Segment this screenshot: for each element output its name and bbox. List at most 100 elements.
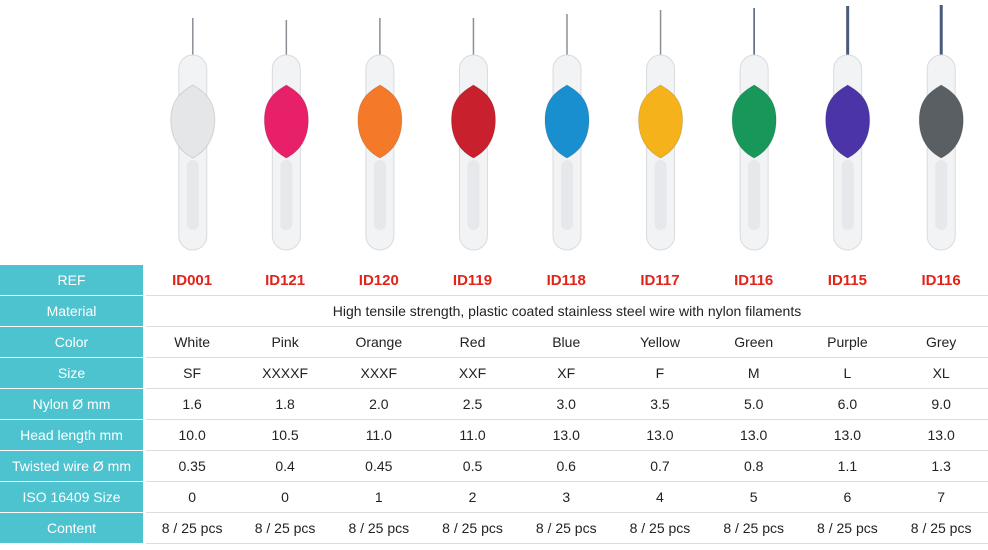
cell: 1.8 bbox=[238, 388, 332, 420]
cell: 0.45 bbox=[331, 450, 426, 482]
cell: L bbox=[800, 357, 895, 389]
cell: 8 / 25 pcs bbox=[706, 512, 801, 544]
cell: 3.5 bbox=[613, 388, 707, 420]
brush-handle-grip bbox=[280, 160, 293, 230]
row-label: Twisted wire Ø mm bbox=[0, 450, 146, 482]
cell: 8 / 25 pcs bbox=[519, 512, 614, 544]
cell: XXXF bbox=[331, 357, 426, 389]
cell: 13.0 bbox=[894, 419, 988, 451]
ref-code: ID115 bbox=[800, 265, 895, 296]
cell: 13.0 bbox=[613, 419, 707, 451]
material-text: High tensile strength, plastic coated st… bbox=[144, 295, 988, 327]
brush-handle-grip bbox=[561, 160, 573, 230]
brush-handle-grip bbox=[654, 160, 667, 230]
spec-row: ISO 16409 Size 0 0 1 2 3 4 5 6 7 bbox=[0, 481, 988, 513]
cell: 8 / 25 pcs bbox=[144, 512, 239, 544]
ref-code: ID116 bbox=[706, 265, 801, 296]
row-label: Head length mm bbox=[0, 419, 146, 451]
row-label: Size bbox=[0, 357, 146, 389]
cell: 11.0 bbox=[425, 419, 520, 451]
cell: 0.8 bbox=[706, 450, 801, 482]
row-label: Material bbox=[0, 295, 146, 327]
brush-grip bbox=[731, 84, 777, 159]
spec-row: Size SF XXXXF XXXF XXF XF F M L XL bbox=[0, 357, 988, 389]
spec-row: Color White Pink Orange Red Blue Yellow Green Pu… bbox=[0, 326, 988, 358]
spec-row: Twisted wire Ø mm 0.35 0.4 0.45 0.5 0.6 0.7 0.8… bbox=[0, 450, 988, 482]
cell: 0 bbox=[238, 481, 332, 513]
cell: Orange bbox=[331, 326, 426, 358]
brush-grip bbox=[450, 84, 496, 159]
cell: 1.3 bbox=[894, 450, 988, 482]
row-label: Nylon Ø mm bbox=[0, 388, 146, 420]
cell: 8 / 25 pcs bbox=[425, 512, 520, 544]
cell: 7 bbox=[894, 481, 988, 513]
cell: XL bbox=[894, 357, 988, 389]
cell: 8 / 25 pcs bbox=[238, 512, 332, 544]
brush-grip bbox=[825, 84, 871, 159]
cell: 3.0 bbox=[519, 388, 614, 420]
cell: 8 / 25 pcs bbox=[331, 512, 426, 544]
brush-grip bbox=[357, 84, 403, 159]
cell: 1 bbox=[331, 481, 426, 513]
ref-code: ID119 bbox=[425, 265, 520, 296]
brush-handle-grip bbox=[841, 160, 854, 230]
cell: 0.35 bbox=[144, 450, 239, 482]
ref-code: ID118 bbox=[519, 265, 614, 296]
brush-grip bbox=[918, 84, 964, 159]
cell: 4 bbox=[613, 481, 707, 513]
cell: 2.0 bbox=[331, 388, 426, 420]
cell: Grey bbox=[894, 326, 988, 358]
cell: XF bbox=[519, 357, 614, 389]
row-label: REF bbox=[0, 265, 146, 296]
cell: M bbox=[706, 357, 801, 389]
ref-code: ID121 bbox=[238, 265, 332, 296]
cell: 0.6 bbox=[519, 450, 614, 482]
cell: 1.1 bbox=[800, 450, 895, 482]
cell: 0.5 bbox=[425, 450, 520, 482]
brush-grip bbox=[544, 84, 590, 159]
cell: 11.0 bbox=[331, 419, 426, 451]
cell: 0.4 bbox=[238, 450, 332, 482]
cell: Green bbox=[706, 326, 801, 358]
cell: Yellow bbox=[613, 326, 707, 358]
brush-grip bbox=[170, 84, 216, 159]
row-label: ISO 16409 Size bbox=[0, 481, 146, 513]
cell: 8 / 25 pcs bbox=[613, 512, 707, 544]
cell: SF bbox=[144, 357, 239, 389]
cell: XXF bbox=[425, 357, 520, 389]
cell: 10.0 bbox=[144, 419, 239, 451]
brush-grip bbox=[263, 84, 309, 159]
ref-code: ID001 bbox=[144, 265, 239, 296]
ref-code: ID117 bbox=[613, 265, 707, 296]
brush-images bbox=[170, 5, 964, 251]
ref-code: ID116 bbox=[894, 265, 988, 296]
cell: 13.0 bbox=[706, 419, 801, 451]
header-row: REF ID001 ID121 ID120 ID119 ID118 ID117 ID116 ID… bbox=[0, 265, 988, 296]
row-label: Color bbox=[0, 326, 146, 358]
cell: 8 / 25 pcs bbox=[800, 512, 895, 544]
spec-row: Content 8 / 25 pcs 8 / 25 pcs 8 / 25 pcs 8 /… bbox=[0, 512, 988, 544]
cell: 6.0 bbox=[800, 388, 895, 420]
cell: 3 bbox=[519, 481, 614, 513]
cell: Purple bbox=[800, 326, 895, 358]
material-row: Material High tensile strength, plastic c… bbox=[0, 295, 988, 327]
brush-handle-grip bbox=[935, 160, 948, 230]
cell: 13.0 bbox=[519, 419, 614, 451]
ref-code: ID120 bbox=[331, 265, 426, 296]
cell: Red bbox=[425, 326, 520, 358]
brush-handle-grip bbox=[373, 160, 386, 230]
cell: 5.0 bbox=[706, 388, 801, 420]
cell: 9.0 bbox=[894, 388, 988, 420]
cell: 0 bbox=[144, 481, 239, 513]
spec-table: REF ID001 ID121 ID120 ID119 ID118 ID117 ID116 ID… bbox=[0, 265, 988, 544]
cell: 5 bbox=[706, 481, 801, 513]
cell: 10.5 bbox=[238, 419, 332, 451]
cell: Blue bbox=[519, 326, 614, 358]
cell: White bbox=[144, 326, 239, 358]
cell: XXXXF bbox=[238, 357, 332, 389]
cell: Pink bbox=[238, 326, 332, 358]
cell: F bbox=[613, 357, 707, 389]
cell: 2.5 bbox=[425, 388, 520, 420]
brush-handle-grip bbox=[467, 160, 480, 230]
